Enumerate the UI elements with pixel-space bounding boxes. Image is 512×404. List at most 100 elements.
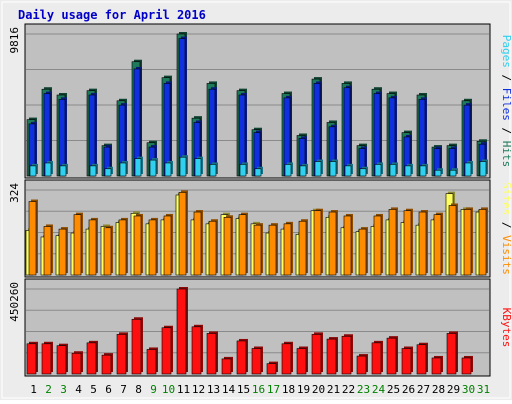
bar-kbytes-day-15-face	[236, 340, 247, 375]
bar-pages-day-1	[29, 163, 38, 177]
bar-kbytes-day-13	[206, 331, 218, 375]
x-tick-label: 25	[387, 383, 400, 396]
bar-visits-day-12-face	[193, 211, 202, 276]
bar-kbytes-day-9-face	[146, 349, 157, 375]
bar-visits-day-30	[463, 207, 473, 276]
bar-kbytes-day-5-face	[86, 342, 97, 375]
bar-visits-day-9	[148, 217, 158, 276]
panel-legend: Sites / Visits	[500, 182, 512, 275]
bar-pages-day-20	[314, 159, 323, 177]
bar-pages-day-23	[359, 166, 368, 177]
bar-pages-day-31-face	[479, 161, 487, 177]
chart-panel-3: 450260 KBytes	[8, 278, 512, 377]
bar-pages-day-22-face	[344, 165, 352, 177]
bar-visits-day-8	[133, 213, 143, 276]
x-tick-label: 3	[60, 383, 67, 396]
x-tick-label: 12	[192, 383, 205, 396]
bar-visits-day-7	[118, 217, 128, 276]
bar-pages-day-23-face	[359, 168, 367, 177]
x-tick-label: 19	[297, 383, 310, 396]
bar-visits-day-20-face	[313, 210, 322, 276]
x-tick-label: 2	[45, 383, 52, 396]
bar-pages-day-16-face	[254, 168, 262, 177]
bar-kbytes-day-5	[86, 340, 98, 375]
bar-kbytes-day-11-face	[176, 288, 187, 375]
bar-visits-day-23-face	[358, 228, 367, 276]
bar-visits-day-7-face	[118, 219, 127, 276]
bar-pages-day-28-face	[434, 169, 442, 177]
bar-visits-day-28	[433, 212, 443, 276]
bar-visits-day-17	[268, 223, 278, 276]
bar-visits-day-18	[283, 221, 293, 276]
bar-pages-day-27	[419, 163, 428, 177]
bar-kbytes-day-4-face	[71, 352, 82, 375]
bar-pages-day-16	[254, 166, 263, 177]
x-tick-label: 31	[477, 383, 490, 396]
bar-visits-day-31	[478, 207, 488, 276]
bar-kbytes-day-29-face	[446, 333, 457, 375]
bar-kbytes-day-28	[431, 355, 443, 375]
bar-kbytes-day-17-face	[266, 363, 277, 375]
x-tick-label: 4	[75, 383, 82, 396]
bar-kbytes-day-6	[101, 353, 113, 375]
bar-pages-day-12	[194, 156, 203, 177]
bar-pages-day-27-face	[419, 165, 427, 177]
bar-kbytes-day-17	[266, 361, 278, 375]
chart-panel-1: 9816 Pages / Files / Hits	[8, 23, 512, 179]
bar-pages-day-24	[374, 162, 383, 177]
bar-kbytes-day-7	[116, 332, 128, 375]
bar-kbytes-day-21	[326, 337, 338, 375]
bar-kbytes-day-2-face	[41, 343, 52, 375]
bar-kbytes-day-25-face	[386, 337, 397, 375]
bar-visits-day-23	[358, 227, 368, 276]
bar-kbytes-day-24-face	[371, 342, 382, 375]
x-tick-label: 6	[105, 383, 112, 396]
bar-pages-day-31	[479, 159, 488, 177]
bar-visits-day-9-face	[148, 219, 157, 276]
bar-visits-day-25-face	[388, 209, 397, 276]
bar-pages-day-11-face	[179, 156, 187, 177]
x-tick-label: 10	[162, 383, 175, 396]
bar-visits-day-29-face	[448, 205, 457, 276]
bar-kbytes-day-3-face	[56, 345, 67, 375]
bar-pages-day-13-face	[209, 164, 217, 177]
bar-pages-day-3	[59, 163, 68, 177]
bar-visits-day-2	[43, 224, 53, 276]
bar-kbytes-day-10-face	[161, 327, 172, 375]
bar-visits-day-15	[238, 212, 248, 276]
bar-kbytes-day-18	[281, 341, 293, 375]
x-tick-label: 1	[30, 383, 37, 396]
bar-pages-day-19-face	[299, 165, 307, 177]
bar-visits-day-21	[328, 210, 338, 276]
bar-visits-day-21-face	[328, 211, 337, 276]
bar-pages-day-3-face	[59, 165, 67, 177]
bar-pages-day-22	[344, 163, 353, 177]
bar-kbytes-day-24	[371, 340, 383, 375]
bar-visits-day-26-face	[403, 210, 412, 276]
bar-visits-day-27-face	[418, 211, 427, 276]
bar-visits-day-14	[223, 215, 233, 276]
bar-pages-day-26-face	[404, 165, 412, 177]
bar-pages-day-20-face	[314, 161, 322, 177]
bar-visits-day-17-face	[268, 224, 277, 276]
x-tick-label: 9	[150, 383, 157, 396]
bar-pages-day-6	[104, 166, 113, 177]
bar-visits-day-13	[208, 219, 218, 276]
bar-visits-day-26	[403, 208, 413, 276]
bar-visits-day-11-face	[178, 192, 187, 276]
bar-kbytes-day-8	[131, 317, 143, 375]
bar-kbytes-day-27-face	[416, 344, 427, 375]
bar-pages-day-9-face	[149, 159, 157, 177]
bar-kbytes-day-15	[236, 338, 248, 375]
bar-visits-day-4	[73, 212, 83, 276]
bar-kbytes-day-19	[296, 346, 308, 375]
bar-kbytes-day-12	[191, 324, 203, 375]
x-tick-label: 22	[342, 383, 355, 396]
legend-files: Files	[500, 88, 512, 121]
legend-sites: Sites	[500, 182, 512, 215]
y-axis-max-label: 9816	[8, 27, 21, 54]
bar-visits-day-28-face	[433, 214, 442, 276]
bar-kbytes-day-26-face	[401, 348, 412, 375]
x-tick-label: 26	[402, 383, 415, 396]
